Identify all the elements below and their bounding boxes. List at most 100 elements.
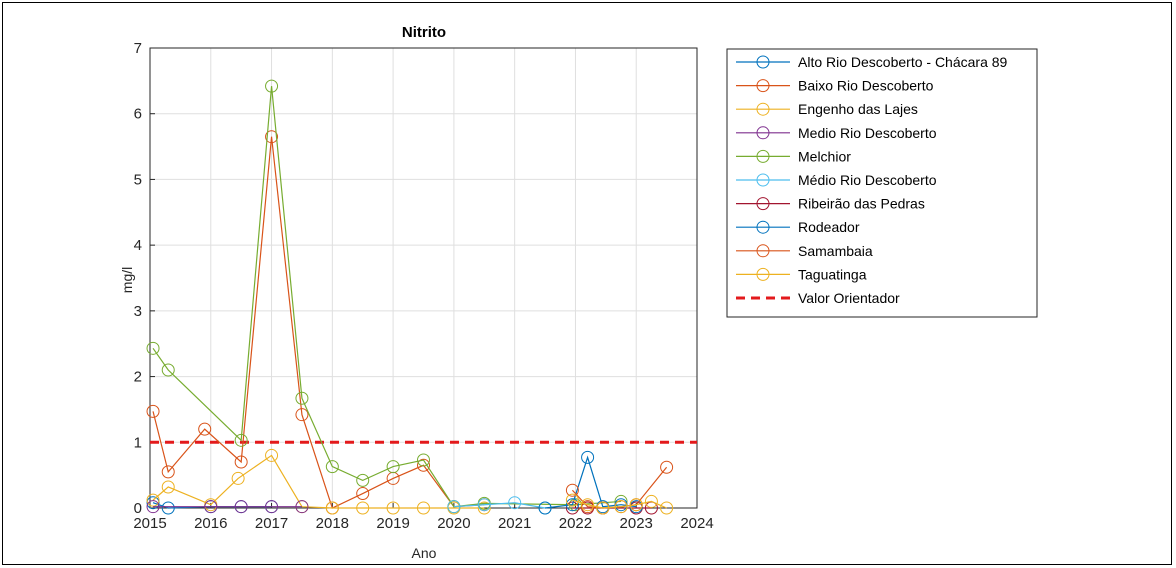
series-3 <box>146 448 491 515</box>
legend-marker <box>756 267 770 281</box>
series-2 <box>146 130 491 515</box>
legend-item: Engenho das Lajes <box>736 101 918 117</box>
data-point <box>146 341 160 355</box>
series-line <box>152 454 485 509</box>
data-point <box>231 471 245 485</box>
data-point <box>447 500 461 514</box>
data-point <box>581 450 595 464</box>
legend-label: Valor Orientador <box>798 290 900 306</box>
series-8 <box>538 450 643 515</box>
x-tick-label: 2021 <box>498 515 531 532</box>
y-tick-label: 1 <box>134 434 142 451</box>
series-line <box>152 86 622 508</box>
y-tick-label: 5 <box>134 171 142 188</box>
data-point <box>565 483 579 497</box>
series-line <box>152 136 485 509</box>
data-point <box>325 501 339 515</box>
legend-item: Rodeador <box>736 219 860 235</box>
data-point <box>325 460 339 474</box>
legend-marker <box>756 220 770 234</box>
x-tick-label: 2018 <box>316 515 349 532</box>
legend-item: Alto Rio Descoberto - Chácara 89 <box>736 54 1008 70</box>
legend-marker <box>756 244 770 258</box>
data-point <box>295 408 309 422</box>
legend-label: Samambaia <box>798 243 873 259</box>
data-point <box>265 448 279 462</box>
x-tick-label: 2019 <box>376 515 409 532</box>
chart-title: Nitrito <box>402 24 446 41</box>
data-point <box>660 501 674 515</box>
legend-label: Melchior <box>798 148 851 164</box>
y-axis-label: mg/l <box>119 267 135 293</box>
y-tick-label: 7 <box>134 40 142 57</box>
x-tick-label: 2015 <box>133 515 166 532</box>
series-4 <box>146 500 309 514</box>
data-point <box>161 501 175 515</box>
legend-marker <box>756 173 770 187</box>
legend-label: Medio Rio Descoberto <box>798 125 937 141</box>
data-point <box>565 498 579 512</box>
data-point <box>581 498 595 512</box>
y-tick-label: 0 <box>134 500 142 517</box>
legend-label: Alto Rio Descoberto - Chácara 89 <box>798 54 1008 70</box>
grid <box>149 47 698 509</box>
legend-item: Samambaia <box>736 243 873 259</box>
legend-marker <box>756 79 770 93</box>
data-point <box>295 500 309 514</box>
legend-marker <box>756 55 770 69</box>
series-10 <box>565 493 674 515</box>
data-point <box>386 501 400 515</box>
legend-item: Medio Rio Descoberto <box>736 125 937 141</box>
data-point <box>417 501 430 515</box>
y-tick-label: 3 <box>134 303 142 320</box>
series-5 <box>146 79 628 514</box>
x-tick-label: 2017 <box>255 515 288 532</box>
legend-item: Taguatinga <box>736 266 867 282</box>
legend-item: Baixo Rio Descoberto <box>736 78 934 94</box>
legend-label: Médio Rio Descoberto <box>798 172 937 188</box>
data-point <box>596 501 610 515</box>
legend-marker <box>756 149 770 163</box>
data-point <box>146 496 160 510</box>
legend-item: Valor Orientador <box>736 290 900 306</box>
data-point <box>386 460 400 474</box>
legend: Alto Rio Descoberto - Chácara 89 Baixo Ri… <box>726 48 1038 318</box>
data-point <box>265 500 279 514</box>
data-point <box>356 501 370 515</box>
x-tick-label: 2022 <box>559 515 592 532</box>
legend-box <box>726 48 1038 318</box>
data-point <box>161 480 175 494</box>
data-point <box>614 500 628 514</box>
series-line <box>544 455 637 509</box>
data-point <box>265 130 279 144</box>
plot-area-border <box>149 47 698 509</box>
data-point <box>565 493 579 507</box>
x-tick-label: 2020 <box>437 515 470 532</box>
data-point <box>417 458 430 472</box>
y-tick-label: 6 <box>134 106 142 123</box>
data-point <box>477 501 491 515</box>
x-axis-label: Ano <box>412 545 437 561</box>
data-point <box>161 363 175 377</box>
legend-label: Ribeirão das Pedras <box>798 196 925 212</box>
x-tick-label: 2024 <box>680 515 713 532</box>
legend-marker <box>756 197 770 211</box>
data-point <box>629 498 643 512</box>
data-point <box>477 498 491 512</box>
data-point <box>146 404 160 418</box>
data-point <box>198 422 212 436</box>
data-point <box>161 465 175 479</box>
legend-label: Taguatinga <box>798 266 867 282</box>
data-point <box>265 79 279 93</box>
legend-item: Melchior <box>736 148 851 164</box>
legend-marker <box>756 102 770 116</box>
legend-item: Ribeirão das Pedras <box>736 196 925 212</box>
series-layer <box>146 79 674 515</box>
data-point <box>234 500 248 514</box>
data-point <box>417 453 430 467</box>
data-point <box>234 455 248 469</box>
data-point <box>644 494 658 508</box>
y-tick-label: 4 <box>134 237 142 254</box>
